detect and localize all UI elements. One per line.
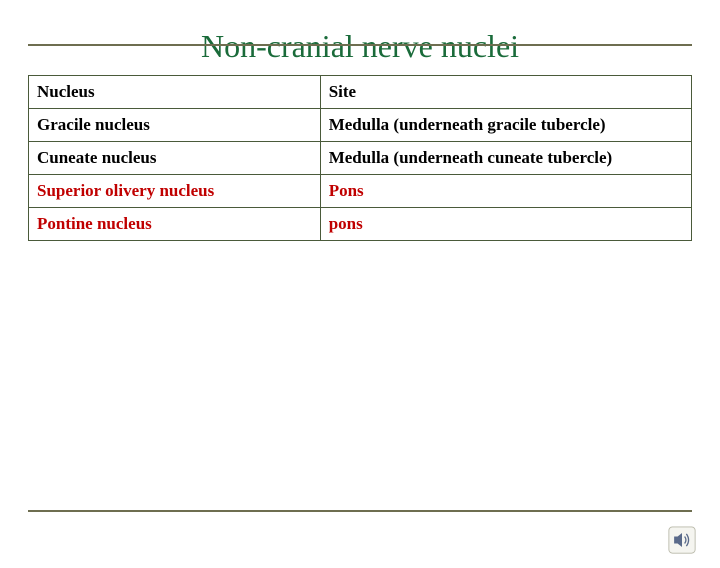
top-horizontal-rule	[28, 44, 692, 46]
cell-nucleus: Cuneate nucleus	[29, 142, 321, 175]
nuclei-table-container: Nucleus Site Gracile nucleus Medulla (un…	[28, 75, 692, 241]
bottom-horizontal-rule	[28, 510, 692, 512]
nuclei-table: Nucleus Site Gracile nucleus Medulla (un…	[28, 75, 692, 241]
column-header-site: Site	[320, 76, 691, 109]
cell-nucleus: Pontine nucleus	[29, 208, 321, 241]
cell-nucleus: Superior olivery nucleus	[29, 175, 321, 208]
cell-site: Medulla (underneath cuneate tubercle)	[320, 142, 691, 175]
table-row: Pontine nucleus pons	[29, 208, 692, 241]
column-header-nucleus: Nucleus	[29, 76, 321, 109]
table-row: Cuneate nucleus Medulla (underneath cune…	[29, 142, 692, 175]
page-title: Non-cranial nerve nuclei	[0, 28, 720, 65]
cell-nucleus: Gracile nucleus	[29, 109, 321, 142]
cell-site: Pons	[320, 175, 691, 208]
cell-site: pons	[320, 208, 691, 241]
speaker-icon	[668, 526, 696, 554]
table-row: Superior olivery nucleus Pons	[29, 175, 692, 208]
cell-site: Medulla (underneath gracile tubercle)	[320, 109, 691, 142]
table-row: Gracile nucleus Medulla (underneath grac…	[29, 109, 692, 142]
table-header-row: Nucleus Site	[29, 76, 692, 109]
